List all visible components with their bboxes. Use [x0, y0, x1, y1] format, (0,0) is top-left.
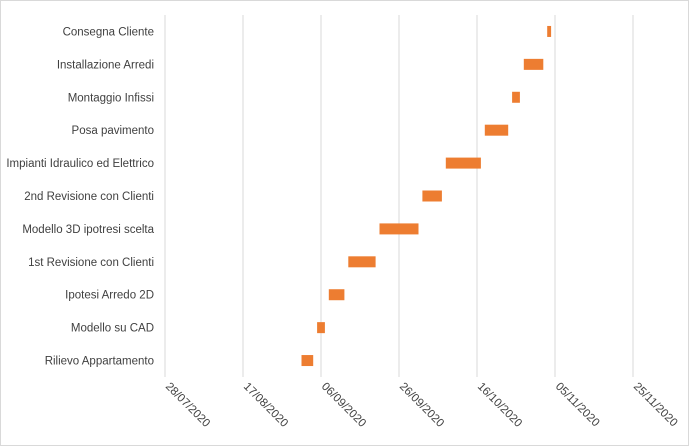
- task-bar: [317, 322, 325, 334]
- task-label: Modello su CAD: [71, 323, 154, 335]
- task-bar: [422, 190, 442, 202]
- task-label: Modello 3D ipotresi scelta: [22, 224, 154, 236]
- x-tick-label: 26/09/2020: [397, 381, 446, 430]
- task-label: Impianti Idraulico ed Elettrico: [6, 158, 154, 170]
- task-label: Consegna Cliente: [63, 26, 154, 38]
- task-bar: [512, 91, 520, 103]
- task-bar: [301, 355, 314, 367]
- task-bar: [379, 223, 419, 235]
- task-bar: [348, 256, 376, 268]
- task-label: Ipotesi Arredo 2D: [65, 290, 154, 302]
- task-bar: [547, 25, 552, 37]
- x-tick-label: 16/10/2020: [475, 381, 524, 430]
- task-label: Montaggio Infissi: [68, 92, 154, 104]
- task-bar: [523, 58, 544, 70]
- task-bar: [328, 289, 345, 301]
- task-label: 2nd Revisione con Clienti: [24, 191, 154, 203]
- task-label: Installazione Arredi: [57, 59, 154, 71]
- task-label: 1st Revisione con Clienti: [28, 257, 154, 269]
- task-bar: [484, 124, 509, 136]
- x-tick-label: 28/07/2020: [163, 381, 212, 430]
- x-tick-label: 25/11/2020: [631, 381, 680, 430]
- task-label: Posa pavimento: [72, 125, 154, 137]
- task-label: Rilievo Appartamento: [45, 356, 154, 368]
- task-bar: [445, 157, 481, 169]
- x-tick-label: 06/09/2020: [319, 381, 368, 430]
- x-tick-label: 17/08/2020: [241, 381, 290, 430]
- x-tick-label: 05/11/2020: [553, 381, 602, 430]
